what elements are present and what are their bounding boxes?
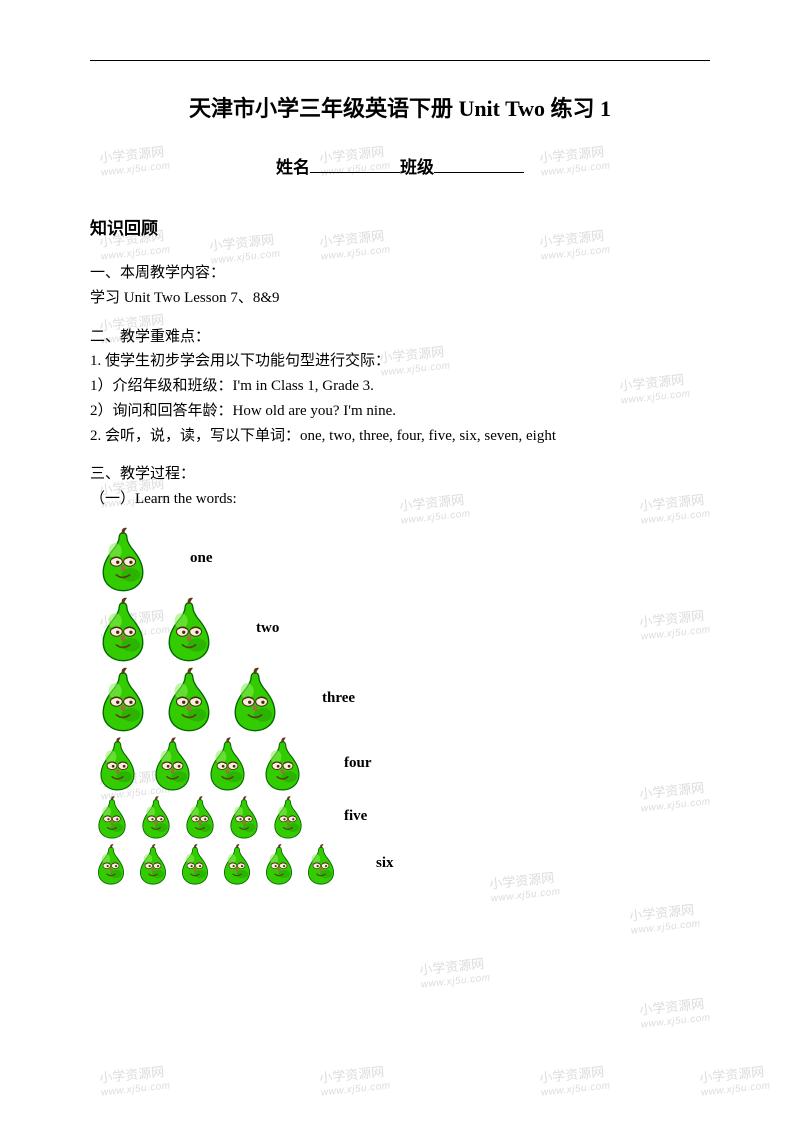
pear-icon xyxy=(90,596,156,662)
pear-icon xyxy=(90,795,134,839)
name-label: 姓名 xyxy=(276,158,310,177)
s2-p1a: 1）介绍年级和班级：I'm in Class 1, Grade 3. xyxy=(90,374,710,399)
s1-line: 学习 Unit Two Lesson 7、8&9 xyxy=(90,286,710,311)
pear-icon xyxy=(222,666,288,732)
pear-icon xyxy=(216,843,258,885)
pear-icon xyxy=(174,843,216,885)
page-title: 天津市小学三年级英语下册 Unit Two 练习 1 xyxy=(90,91,710,123)
pear-icon xyxy=(90,736,145,791)
review-heading: 知识回顾 xyxy=(90,214,710,239)
word-row: six xyxy=(90,843,710,885)
watermark: 小学资源网www.xj5u.com xyxy=(699,1064,771,1099)
s3-sub: （一）Learn the words: xyxy=(90,487,710,512)
word-row: one xyxy=(90,526,710,592)
top-rule xyxy=(90,60,710,61)
pear-icon xyxy=(134,795,178,839)
words-container: one two xyxy=(90,526,710,885)
pear-group xyxy=(90,596,222,662)
word-label: one xyxy=(190,550,213,567)
pear-group xyxy=(90,526,156,592)
word-label: six xyxy=(376,855,394,872)
word-row: three xyxy=(90,666,710,732)
body-text: 一、本周教学内容： 学习 Unit Two Lesson 7、8&9 二、教学重… xyxy=(90,261,710,512)
s3-head: 三、教学过程： xyxy=(90,462,710,487)
s2-p1: 1. 使学生初步学会用以下功能句型进行交际： xyxy=(90,349,710,374)
pear-group xyxy=(90,843,342,885)
word-row: five xyxy=(90,795,710,839)
pear-icon xyxy=(255,736,310,791)
word-label: three xyxy=(322,690,355,707)
word-label: five xyxy=(344,808,367,825)
pear-icon xyxy=(222,795,266,839)
watermark: 小学资源网www.xj5u.com xyxy=(99,1064,171,1099)
pear-group xyxy=(90,666,288,732)
word-row: two xyxy=(90,596,710,662)
s2-p2: 2. 会听，说，读，写以下单词：one, two, three, four, f… xyxy=(90,424,710,449)
s1-head: 一、本周教学内容： xyxy=(90,261,710,286)
pear-group xyxy=(90,795,310,839)
pear-icon xyxy=(156,596,222,662)
pear-icon xyxy=(178,795,222,839)
watermark: 小学资源网www.xj5u.com xyxy=(639,996,711,1031)
s2-head: 二、教学重难点： xyxy=(90,325,710,350)
watermark: 小学资源网www.xj5u.com xyxy=(419,956,491,991)
pear-icon xyxy=(266,795,310,839)
pear-group xyxy=(90,736,310,791)
pear-icon xyxy=(300,843,342,885)
watermark: 小学资源网www.xj5u.com xyxy=(319,1064,391,1099)
pear-icon xyxy=(258,843,300,885)
pear-icon xyxy=(90,843,132,885)
watermark: 小学资源网www.xj5u.com xyxy=(539,1064,611,1099)
page: 天津市小学三年级英语下册 Unit Two 练习 1 姓名 班级 知识回顾 一、本… xyxy=(0,0,800,927)
class-blank[interactable] xyxy=(434,155,524,173)
pear-icon xyxy=(200,736,255,791)
word-label: two xyxy=(256,620,279,637)
pear-icon xyxy=(90,526,156,592)
pear-icon xyxy=(90,666,156,732)
pear-icon xyxy=(156,666,222,732)
pear-icon xyxy=(132,843,174,885)
word-row: four xyxy=(90,736,710,791)
name-class-line: 姓名 班级 xyxy=(90,153,710,178)
word-label: four xyxy=(344,755,372,772)
pear-icon xyxy=(145,736,200,791)
s2-p1b: 2）询问和回答年龄：How old are you? I'm nine. xyxy=(90,399,710,424)
class-label: 班级 xyxy=(400,158,434,177)
name-blank[interactable] xyxy=(310,155,400,173)
